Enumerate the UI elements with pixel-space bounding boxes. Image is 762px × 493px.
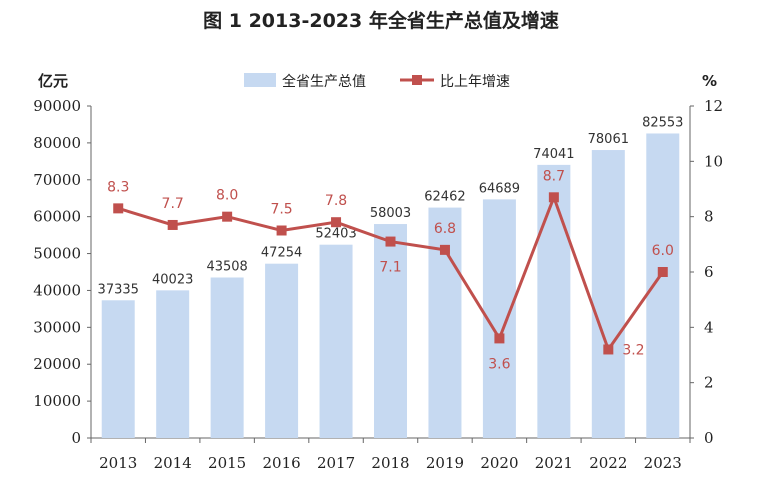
line-data-label: 8.0 [216,188,238,204]
bar [265,263,299,438]
line-data-label: 8.3 [107,179,129,195]
left-tick-label: 50000 [33,245,81,263]
line-marker [548,192,559,203]
left-axis-unit: 亿元 [38,72,68,90]
bar [210,277,244,438]
right-tick-label: 12 [704,97,723,115]
bar [101,300,135,438]
left-tick-label: 90000 [33,97,81,115]
legend-line-marker [412,75,422,85]
right-axis-unit: % [702,72,717,90]
left-tick-label: 60000 [33,208,81,226]
x-tick-label: 2016 [262,454,300,472]
line-marker [385,236,396,247]
line-data-label: 7.5 [270,202,292,218]
bar [156,290,190,438]
bar [428,207,462,438]
x-tick-label: 2019 [426,454,464,472]
left-tick-label: 40000 [33,281,81,299]
bar [646,133,680,438]
bar-data-label: 37335 [98,282,139,297]
line-data-label: 8.7 [543,168,565,184]
line-data-label: 7.1 [379,260,401,276]
x-tick-label: 2014 [154,454,192,472]
legend: 全省生产总值 比上年增速 [244,73,510,90]
line-data-label: 6.8 [434,221,456,237]
bar-data-label: 64689 [479,181,520,196]
bar-labels: 37335 40023 43508 47254 52403 58003 62462 64689… [98,115,684,297]
chart-title: 图 1 2013-2023 年全省生产总值及增速 [203,10,559,32]
bar-data-label: 40023 [152,272,193,287]
line-labels: 8.3 7.7 8.0 7.5 7.8 7.1 6.8 3.6 8.7 3.2 6.0 [107,168,674,372]
line-marker [439,244,450,255]
legend-bar-swatch [244,73,276,87]
x-tick-label: 2023 [644,454,682,472]
line-marker [331,217,342,228]
right-tick-label: 0 [704,429,714,447]
x-tick-label: 2017 [317,454,355,472]
line-marker [603,344,614,355]
bar-data-label: 78061 [588,132,629,147]
bar-data-label: 47254 [261,246,302,261]
x-tick-label: 2015 [208,454,246,472]
left-tick-label: 10000 [33,392,81,410]
right-tick-label: 6 [704,263,714,281]
left-tick-label: 0 [71,429,81,447]
line-data-label: 3.6 [488,356,510,372]
bar [537,164,571,438]
bar [319,244,353,438]
axes: 90000 80000 70000 60000 50000 40000 30000 20000… [33,72,723,472]
line-marker [222,211,233,222]
right-tick-label: 2 [704,374,714,392]
line-marker [167,219,178,230]
bar-data-label: 82553 [642,115,683,130]
right-tick-label: 10 [704,152,723,170]
line-data-label: 3.2 [622,342,644,358]
line-marker [113,203,124,214]
legend-bar-label: 全省生产总值 [282,73,366,90]
line-marker [657,267,668,277]
x-tick-label: 2022 [589,454,627,472]
line-data-label: 7.8 [325,193,347,209]
bar [591,150,625,439]
bar-data-label: 62462 [424,190,465,205]
x-tick-label: 2021 [535,454,573,472]
left-tick-label: 80000 [33,134,81,152]
line-marker [276,225,287,236]
bar [374,224,407,438]
line-marker [494,333,505,344]
line-data-label: 6.0 [652,243,674,259]
x-tick-label: 2018 [371,454,409,472]
bar-data-label: 74041 [533,147,574,162]
left-tick-label: 70000 [33,171,81,189]
x-tick-label: 2013 [99,454,137,472]
line-series [113,192,668,355]
bar-data-label: 58003 [370,206,411,221]
line-data-label: 7.7 [162,196,184,212]
right-tick-label: 4 [704,318,714,336]
left-tick-label: 20000 [33,355,81,373]
right-tick-label: 8 [704,208,714,226]
bar-data-label: 43508 [206,260,247,275]
left-tick-label: 30000 [33,318,81,336]
bar-data-label: 52403 [315,227,356,242]
x-tick-label: 2020 [480,454,518,472]
legend-line-label: 比上年增速 [440,74,510,90]
